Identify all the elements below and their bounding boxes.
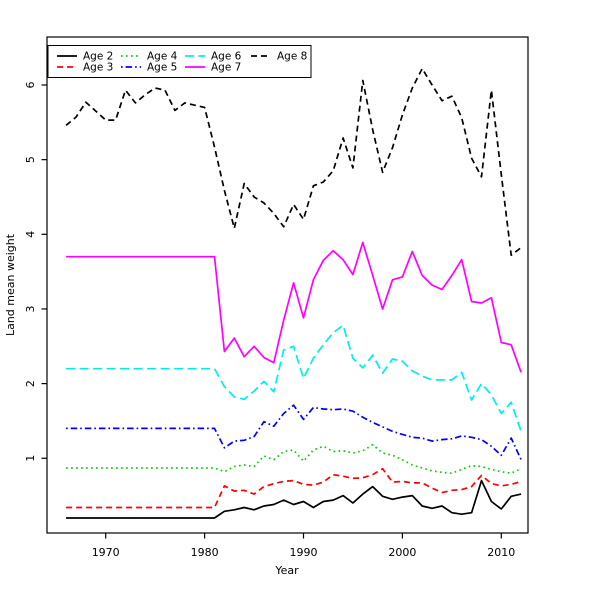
legend-item-age-7: Age 7 [185,62,241,74]
y-axis-ticks: 1 2 3 4 5 6 [24,82,47,462]
x-tick-label: 2000 [388,546,416,559]
y-tick-label: 3 [24,305,37,312]
y-tick-label: 5 [24,156,37,163]
y-tick-label: 2 [24,380,37,387]
series-age-7 [66,241,522,373]
y-tick-label: 1 [24,455,37,462]
legend-item-age-2: Age 2 [57,51,113,63]
series-age-6 [66,324,522,432]
legend-item-age-4: Age 4 [121,51,178,63]
series-age-5 [66,404,522,461]
series-age-3 [66,467,522,509]
y-tick-label: 4 [24,231,37,238]
legend-label: Age 4 [147,51,178,63]
x-tick-label: 1990 [290,546,318,559]
x-axis-ticks: 1970 1980 1990 2000 2010 [92,533,515,559]
series-age-4 [66,443,522,475]
legend-label: Age 3 [83,62,113,74]
x-tick-label: 1980 [191,546,219,559]
x-axis-title: Year [274,564,299,577]
legend-label: Age 6 [211,51,242,63]
y-tick-label: 6 [24,82,37,89]
x-tick-label: 1970 [92,546,120,559]
y-axis-title: Land mean weight [4,233,17,336]
legend-item-age-5: Age 5 [121,62,177,74]
legend-label: Age 7 [211,62,241,74]
legend-label: Age 5 [147,62,177,74]
legend-item-age-8: Age 8 [251,51,307,63]
legend-box [47,45,312,78]
x-tick-label: 2010 [487,546,515,559]
series-age-2 [66,479,522,519]
plot-box [46,36,529,534]
legend-label: Age 8 [277,51,307,63]
legend-label: Age 2 [83,51,113,63]
series-age-8 [65,67,522,257]
series-lines [65,67,522,519]
legend-item-age-3: Age 3 [57,62,113,74]
legend-item-age-6: Age 6 [185,51,242,63]
